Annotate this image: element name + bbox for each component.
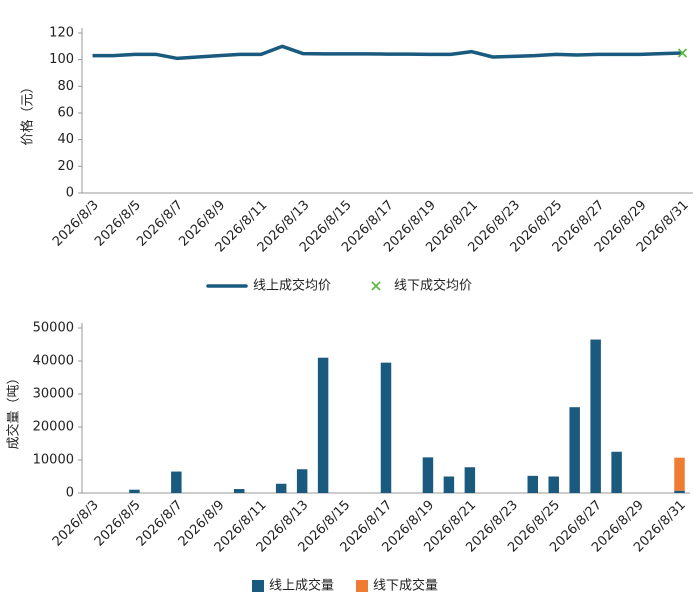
bar: [569, 407, 580, 493]
legend-swatch: [252, 580, 264, 592]
y-tick-label: 120: [49, 26, 74, 41]
legend-label: 线上成交均价: [253, 278, 331, 294]
bar: [317, 357, 329, 493]
bar: [443, 476, 455, 493]
y-tick-label: 20: [57, 159, 74, 174]
bar: [674, 457, 685, 491]
chart: 成交量（吨）010000200003000040000500002026/8/3…: [6, 321, 690, 594]
bar: [129, 489, 140, 493]
bar: [234, 489, 245, 493]
line: [92, 44, 683, 61]
y-tick-label: 0: [66, 186, 74, 201]
bar: [380, 362, 392, 493]
y-axis-title: 成交量（吨）: [6, 371, 22, 449]
legend-swatch: [356, 580, 368, 592]
y-tick-label: 80: [57, 79, 74, 94]
y-tick-label: 30000: [33, 387, 74, 402]
bar: [171, 471, 182, 493]
y-axis-title: 价格（元）: [20, 80, 36, 145]
y-tick-label: 10000: [33, 453, 74, 468]
bar: [464, 467, 476, 493]
bar: [296, 469, 308, 493]
y-tick-label: 0: [66, 486, 74, 501]
y-tick-label: 100: [49, 52, 74, 67]
bar: [275, 483, 287, 493]
bar: [674, 490, 685, 493]
y-tick-label: 20000: [33, 420, 74, 435]
legend-label: 线上成交量: [269, 578, 334, 594]
y-tick-label: 60: [57, 106, 74, 121]
marker: [677, 48, 688, 58]
legend-swatch: [371, 281, 381, 291]
chart: 价格（元）0204060801001202026/8/32026/8/52026…: [20, 26, 693, 294]
bar: [527, 475, 538, 493]
bar: [611, 451, 622, 493]
y-tick-label: 40000: [33, 354, 74, 369]
bar: [548, 476, 559, 493]
y-tick-label: 40: [57, 132, 74, 147]
legend-label: 线下成交均价: [394, 278, 472, 294]
y-tick-label: 50000: [33, 321, 74, 336]
legend-label: 线下成交量: [373, 578, 438, 594]
bar: [422, 457, 434, 493]
bar: [590, 339, 601, 493]
